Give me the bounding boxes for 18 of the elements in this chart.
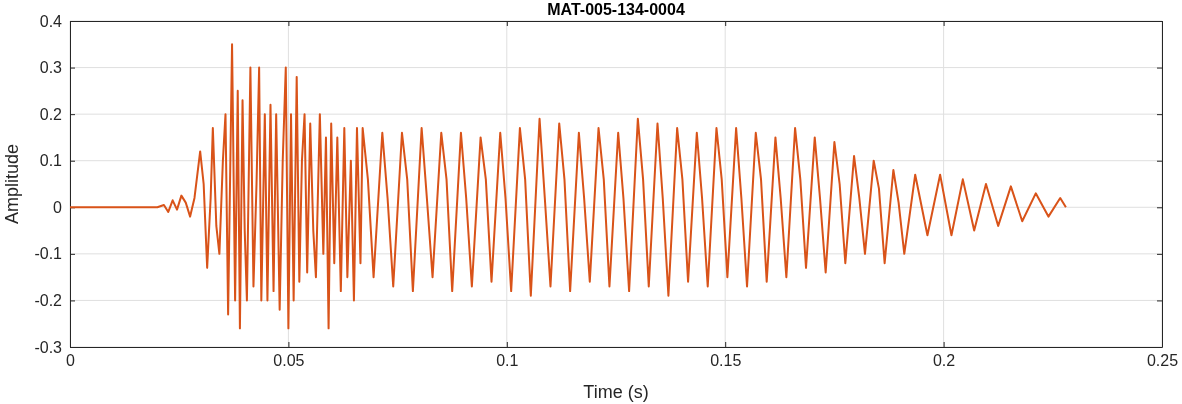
y-tick-label: 0.2	[39, 105, 63, 123]
y-axis-title: Amplitude	[2, 143, 22, 225]
y-tick-label: -0.2	[34, 292, 63, 310]
x-tick-label: 0.15	[710, 352, 742, 370]
x-tick-label: 0.1	[496, 352, 519, 370]
y-tick-label: 0.1	[39, 152, 63, 170]
y-tick-label: 0.4	[39, 12, 63, 30]
chart-title: MAT-005-134-0004	[547, 1, 685, 18]
x-tick-label: 0.25	[1146, 352, 1179, 370]
y-tick-label: 0	[53, 198, 63, 216]
y-tick-label: -0.1	[34, 245, 63, 263]
x-tick-label: 0.2	[932, 352, 956, 370]
x-tick-label: 0.05	[273, 352, 305, 370]
line-series	[69, 43, 1067, 330]
y-tick-label: -0.3	[34, 338, 63, 356]
y-tick-label: 0.3	[39, 59, 63, 77]
x-axis-title: Time (s)	[583, 382, 649, 402]
x-tick-label: 0	[66, 352, 76, 370]
